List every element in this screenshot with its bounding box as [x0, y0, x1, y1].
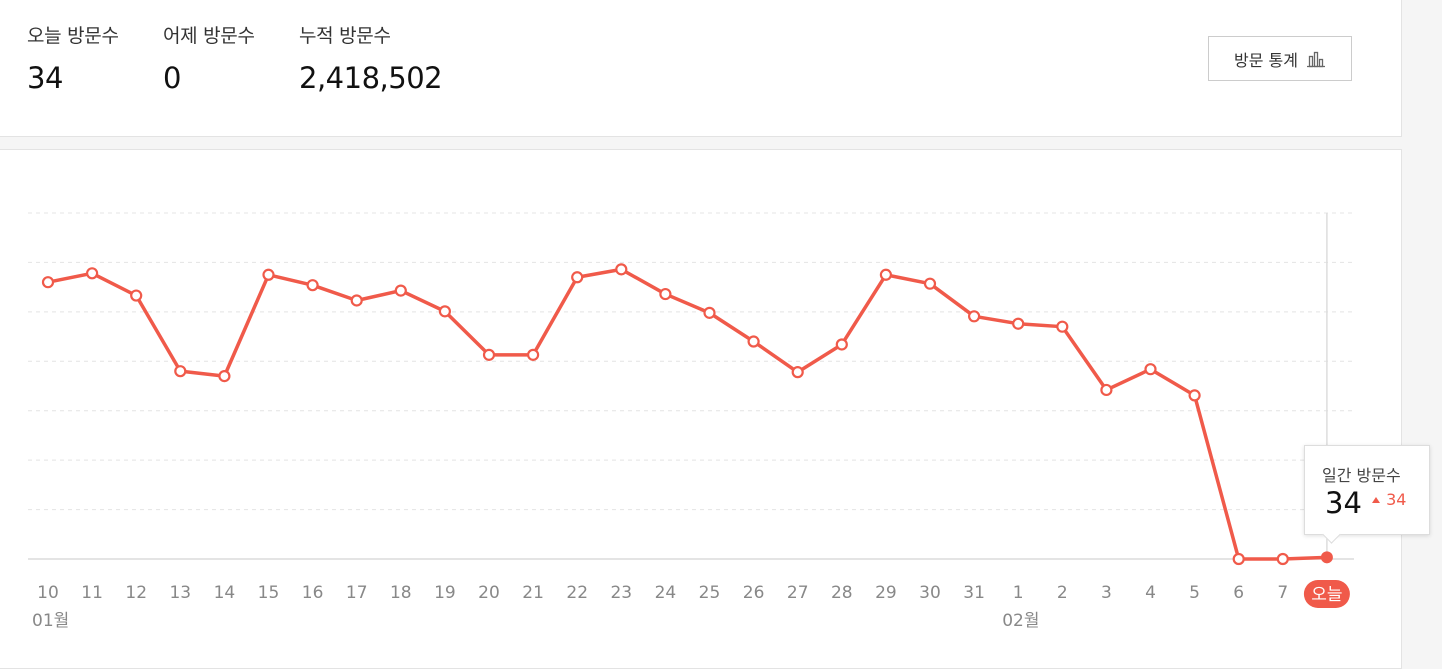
x-tick-label: 1 — [1013, 583, 1024, 603]
x-tick-label: 22 — [566, 583, 588, 603]
x-tick-label: 17 — [346, 583, 368, 603]
yesterday-visits: 어제 방문수 0 — [163, 21, 255, 95]
tooltip-value: 34 — [1325, 486, 1362, 520]
x-tick-label: 27 — [787, 583, 809, 603]
data-point — [1100, 383, 1113, 397]
bar-chart-icon — [1306, 50, 1326, 68]
x-tick-label: 29 — [875, 583, 897, 603]
x-tick-label: 16 — [302, 583, 324, 603]
x-tick-label: 15 — [258, 583, 280, 603]
data-point — [615, 263, 628, 276]
x-tick-label: 10 — [37, 583, 59, 603]
x-tick-label: 14 — [214, 583, 236, 603]
data-point — [879, 268, 893, 281]
data-point — [1188, 389, 1201, 402]
x-tick-label: 19 — [434, 583, 456, 603]
data-point — [394, 284, 407, 297]
data-point — [1276, 552, 1289, 566]
data-point — [174, 365, 187, 378]
data-point — [130, 289, 143, 302]
daily-visits-chart-panel — [0, 149, 1402, 669]
x-tick-label: 20 — [478, 583, 500, 603]
data-point — [350, 294, 363, 307]
visit-stats-button[interactable]: 방문 통계 — [1208, 36, 1352, 81]
data-point — [791, 366, 804, 379]
triangle-up-icon — [1372, 497, 1380, 503]
x-tick-label: 12 — [125, 583, 147, 603]
x-tick-label: 24 — [655, 583, 677, 603]
today-visits-value: 34 — [27, 61, 63, 95]
visit-summary-panel: 오늘 방문수 34 어제 방문수 0 누적 방문수 2,418,502 방문 통… — [0, 0, 1402, 137]
data-point — [659, 287, 672, 301]
x-tick-label: 31 — [963, 583, 985, 603]
x-tick-label: 30 — [919, 583, 941, 603]
x-tick-label: 21 — [522, 583, 544, 603]
total-visits-value: 2,418,502 — [299, 61, 443, 95]
today-badge — [1303, 580, 1350, 608]
x-tick-label: 26 — [743, 583, 765, 603]
tooltip-title: 일간 방문수 — [1322, 466, 1401, 485]
data-point — [571, 271, 584, 284]
x-tick-label: 6 — [1233, 583, 1244, 603]
data-point — [482, 348, 496, 361]
data-point — [41, 276, 55, 289]
x-tick-label-today: 오늘 — [1311, 585, 1342, 605]
x-tick-label: 11 — [81, 583, 103, 603]
x-tick-label: 18 — [390, 583, 412, 603]
yesterday-visits-label: 어제 방문수 — [163, 25, 255, 47]
today-visits: 오늘 방문수 34 — [27, 21, 119, 95]
x-tick-label: 3 — [1101, 583, 1112, 603]
data-point — [306, 279, 319, 292]
data-point-highlight — [1320, 551, 1333, 564]
data-point — [1144, 363, 1157, 376]
x-tick-label: 25 — [699, 583, 721, 603]
data-point — [218, 370, 231, 383]
x-tick-label: 4 — [1145, 583, 1156, 603]
tooltip-change-value: 34 — [1386, 490, 1407, 509]
data-point — [1012, 317, 1025, 330]
x-tick-label: 5 — [1189, 583, 1200, 603]
x-tick-label: 28 — [831, 583, 853, 603]
data-point — [967, 310, 981, 323]
data-point — [835, 338, 848, 351]
data-point — [747, 335, 760, 348]
visit-stats-button-label: 방문 통계 — [1234, 50, 1298, 70]
data-point — [85, 267, 99, 280]
data-point — [703, 306, 716, 319]
total-visits: 누적 방문수 2,418,502 — [299, 21, 443, 95]
x-tick-label: 2 — [1057, 583, 1068, 603]
tooltip-change: 34 — [1371, 490, 1406, 509]
month-label: 02월 — [1002, 611, 1039, 631]
series-line — [47, 267, 1327, 561]
data-point — [438, 305, 451, 318]
data-point — [923, 277, 937, 290]
x-tick-label: 23 — [610, 583, 632, 603]
total-visits-label: 누적 방문수 — [299, 25, 391, 47]
daily-visits-tooltip: 일간 방문수 34 34 — [1304, 445, 1430, 544]
month-label: 01월 — [32, 611, 69, 631]
x-tick-label: 13 — [169, 583, 191, 603]
data-point — [526, 348, 540, 361]
data-point — [1056, 320, 1069, 333]
today-visits-label: 오늘 방문수 — [27, 25, 119, 47]
data-point — [1232, 552, 1245, 566]
data-point — [262, 268, 275, 281]
x-tick-label: 7 — [1277, 583, 1288, 603]
yesterday-visits-value: 0 — [163, 61, 181, 95]
